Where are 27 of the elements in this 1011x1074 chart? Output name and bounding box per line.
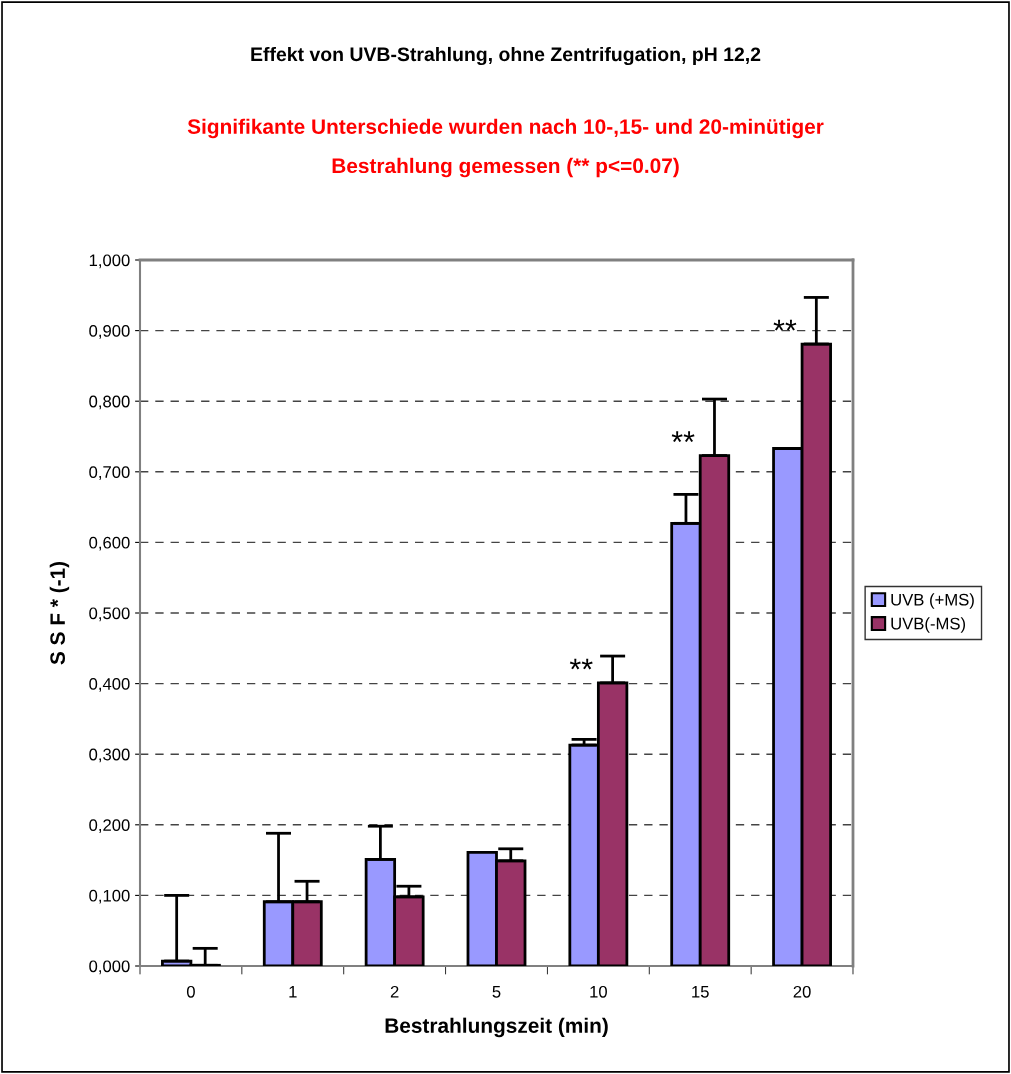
- legend-label: UVB (+MS): [891, 593, 974, 609]
- y-tick-label: 0,500: [89, 607, 130, 622]
- y-tick-label: 0,400: [89, 678, 130, 692]
- y-tick-label: 0,300: [89, 748, 130, 763]
- x-tick-label: 15: [692, 986, 709, 998]
- x-axis-title: Bestrahlungszeit (min): [385, 1017, 608, 1038]
- y-tick-label: 0,800: [89, 395, 130, 410]
- annotation: **: [773, 319, 797, 331]
- y-tick-label: 0,700: [89, 466, 130, 480]
- annotation: **: [671, 431, 695, 443]
- y-tick-label: 0,100: [89, 889, 130, 904]
- chart-subtitle: Signifikante Unterschiede wurden nach 10-,15- und 20-minütiger Bestrahlung gemessen (** p<=0.07): [187, 118, 824, 178]
- y-tick-label: 0,900: [89, 325, 130, 339]
- x-tick-label: 10: [590, 985, 607, 998]
- y-tick-label: 0,000: [89, 960, 130, 975]
- x-tick-label: 20: [793, 985, 811, 998]
- y-axis-title: S S F * (-1): [49, 561, 70, 665]
- y-tick-label: 0,600: [89, 536, 130, 551]
- legend-label: UVB(-MS): [891, 617, 966, 633]
- x-tick-label: 1: [289, 986, 297, 998]
- chart-title: Effekt von UVB-Strahlung, ohne Zentrifugation, pH 12,2: [251, 46, 761, 66]
- y-tick-label: 0,200: [89, 819, 130, 833]
- y-tick-label: 1,000: [89, 254, 130, 269]
- x-tick-label: 5: [492, 986, 501, 998]
- x-tick-label: 2: [390, 985, 399, 998]
- annotation: **: [569, 658, 593, 670]
- x-tick-label: 0: [186, 985, 195, 998]
